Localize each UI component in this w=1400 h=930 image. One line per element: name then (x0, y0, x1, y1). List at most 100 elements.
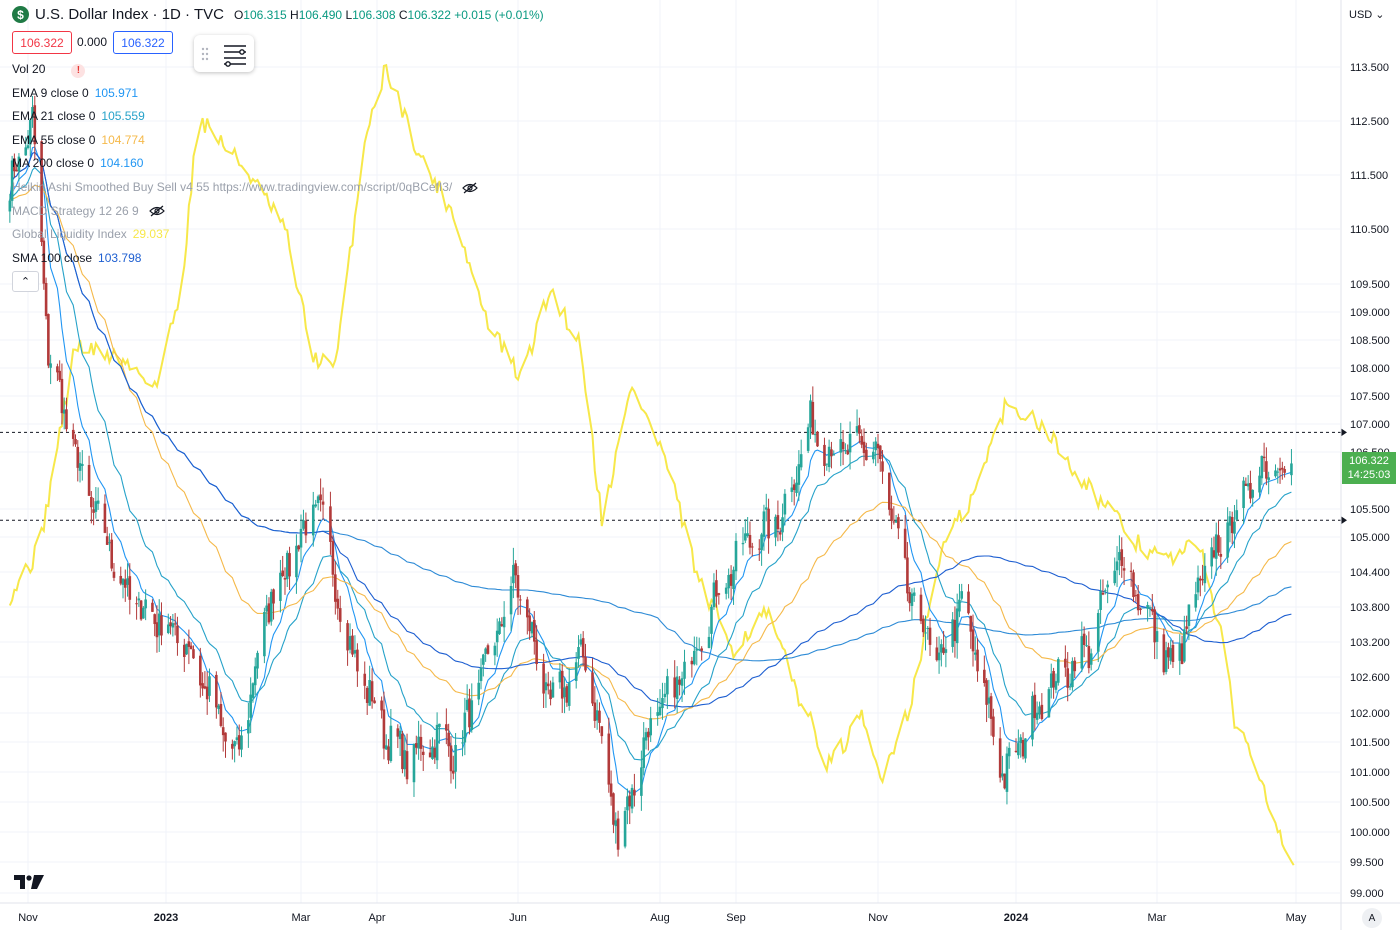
candle-body (565, 686, 569, 703)
candle (370, 668, 374, 709)
candle (119, 566, 123, 586)
candle (60, 363, 64, 425)
candle (62, 397, 66, 430)
candle-body (577, 646, 580, 659)
candle (987, 679, 991, 719)
candle-body (183, 644, 186, 657)
candle-body (1210, 547, 1213, 567)
candle-body (778, 532, 782, 535)
candle-body (1047, 689, 1051, 718)
spread-value: 0.000 (74, 31, 110, 52)
collapse-legend-button[interactable]: ⌃ (12, 271, 39, 292)
candle-body (1017, 743, 1020, 756)
candle-body (435, 724, 439, 761)
candle (630, 784, 634, 814)
indicator-row[interactable]: MACD Strategy 12 26 9 (12, 204, 165, 218)
candle-body (267, 603, 271, 623)
candle-body (1198, 578, 1202, 581)
candle-body (153, 614, 156, 625)
candle (1249, 470, 1252, 504)
candle-body (461, 742, 464, 744)
indicator-row[interactable]: Vol 20! (12, 62, 86, 78)
price-tick-label: 105.500 (1350, 504, 1390, 516)
candle-body (697, 649, 701, 651)
candle-body (1096, 613, 1100, 652)
candle (712, 573, 716, 610)
candle (1258, 466, 1261, 498)
candle-body (470, 700, 474, 730)
candle-body (1278, 468, 1282, 471)
candle-body (1180, 643, 1184, 664)
indicator-row[interactable]: Heikin Ashi Smoothed Buy Sell v4 55 http… (12, 180, 479, 194)
candle (516, 566, 520, 615)
candle (935, 636, 939, 662)
candle (1235, 499, 1239, 522)
candle-body (1068, 686, 1072, 688)
symbol-header[interactable]: $ U.S. Dollar Index · 1D · TVC O106.315 … (12, 6, 544, 23)
candle-body (8, 200, 12, 212)
tradingview-logo-icon[interactable] (14, 874, 46, 890)
candle-body (231, 743, 234, 749)
candle (321, 487, 325, 521)
indicator-row[interactable]: MA 200 close 0 104.160 (12, 156, 143, 170)
candle (577, 635, 580, 668)
candle (1024, 738, 1027, 763)
candle (579, 633, 583, 647)
warning-icon[interactable]: ! (71, 64, 86, 78)
candle-body (644, 732, 648, 741)
hidden-eye-icon[interactable] (462, 182, 479, 194)
candle-body (535, 640, 538, 665)
candle (1242, 476, 1245, 524)
candle (454, 733, 457, 789)
indicator-row[interactable]: EMA 21 close 0 105.559 (12, 109, 145, 123)
floating-toolbar[interactable] (194, 35, 254, 72)
candle-body (628, 795, 632, 807)
hidden-eye-icon[interactable] (148, 205, 165, 217)
candle (189, 642, 193, 650)
candle-body (256, 652, 259, 669)
candle-body (1242, 480, 1245, 509)
candle-body (269, 591, 273, 622)
candle-body (797, 464, 801, 485)
candle (799, 439, 803, 471)
candle (690, 656, 694, 678)
indicator-row[interactable]: SMA 100 close 103.798 (12, 251, 141, 265)
auto-scale-button[interactable]: A (1362, 908, 1382, 928)
candle (203, 671, 207, 690)
buy-price-box[interactable]: 106.322 (113, 31, 173, 54)
candle-body (792, 484, 796, 491)
indicator-row[interactable]: EMA 55 close 0 104.774 (12, 133, 145, 147)
indicator-row[interactable]: EMA 9 close 0 105.971 (12, 86, 138, 100)
indicator-row[interactable]: Global Liquidity Index 29.037 (12, 227, 169, 241)
candle (253, 657, 257, 695)
symbol-title[interactable]: U.S. Dollar Index · 1D · TVC (35, 6, 224, 23)
candle-body (816, 431, 819, 447)
candle-body (809, 400, 812, 428)
candle-body (71, 429, 75, 439)
candle-body (1122, 568, 1126, 571)
sell-price-box[interactable]: 106.322 (12, 31, 72, 54)
candle-body (40, 141, 43, 243)
candle-body (447, 732, 450, 747)
currency-selector[interactable]: USD ⌄ (1349, 9, 1385, 21)
candle (449, 736, 453, 784)
drag-handle-icon (201, 47, 209, 61)
candle-body (581, 638, 585, 658)
candle-body (1003, 773, 1006, 789)
candle-body (208, 676, 211, 696)
candle-body (217, 705, 220, 709)
candle (1052, 667, 1055, 699)
candle (734, 533, 738, 580)
candle-body (419, 736, 423, 749)
candle-body (673, 677, 677, 698)
price-tick-label: 99.500 (1350, 857, 1384, 869)
candle-body (151, 602, 154, 612)
candle (600, 726, 604, 744)
candle (500, 617, 504, 627)
indicator-label: Heikin Ashi Smoothed Buy Sell v4 55 http… (12, 180, 453, 194)
moving-averages (9, 146, 1292, 794)
candle (74, 434, 77, 447)
candle (732, 566, 735, 605)
